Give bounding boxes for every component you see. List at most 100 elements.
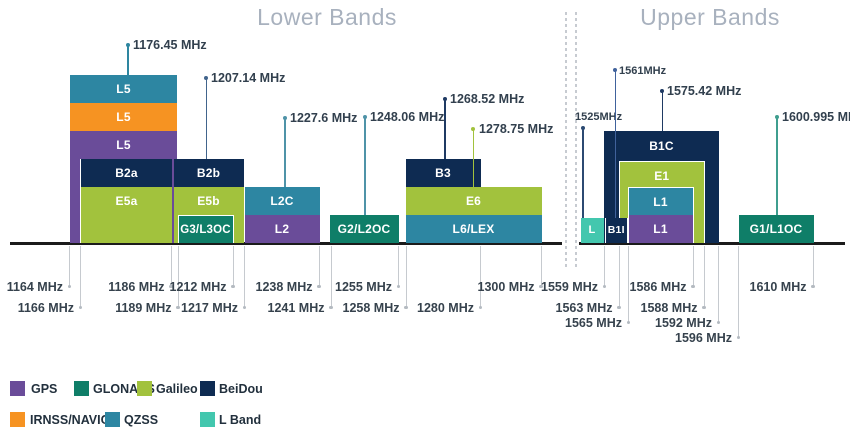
tick-leader-line [812, 246, 814, 286]
callout-line [661, 91, 663, 131]
tick-leader-line [692, 246, 694, 286]
tick-leader-line [398, 246, 399, 286]
tick-leader-line [244, 246, 245, 307]
tick-dot [404, 305, 408, 309]
tick-dot [78, 305, 82, 309]
tick-leader-line [177, 246, 179, 307]
callout-dot [125, 43, 130, 47]
tick-leader-line [738, 246, 739, 337]
band-e6: E6 [405, 186, 542, 215]
legend-swatch-lband [200, 411, 215, 427]
axis-frequency-label: 1559 MHz [541, 279, 598, 294]
tick-leader-line [540, 246, 542, 286]
callout-line [127, 45, 129, 75]
band-l1-qzss: L1 [627, 186, 694, 215]
legend-label-gps: GPS [31, 382, 58, 396]
band-label: B3 [435, 165, 451, 180]
axis-break-dashed-line [565, 12, 567, 270]
band-g1-l1oc: G1/L1OC [738, 214, 814, 243]
band-label: L1 [653, 221, 668, 236]
frequency-callout-label: 1176.45 MHz [133, 38, 207, 52]
band-l5-irnss: L5 [70, 102, 177, 131]
tick-leader-line [69, 246, 70, 286]
legend-swatch-glonass [74, 381, 89, 396]
legend-label-irnss: IRNSS/NAVIC [30, 412, 110, 427]
band-label: L1 [653, 194, 668, 209]
band-label: E1 [654, 168, 670, 183]
callout-dot [660, 89, 664, 93]
tick-leader-line [170, 246, 172, 286]
band-g2-l2oc: G2/L2OC [329, 214, 399, 243]
band-b2b: B2b [173, 158, 244, 187]
band-label: L [588, 224, 596, 236]
axis-frequency-label: 1238 MHz [255, 279, 313, 294]
callout-dot [471, 127, 475, 131]
tick-dot [242, 305, 246, 309]
axis-frequency-label: 1588 MHz [640, 300, 698, 315]
tick-leader-line [232, 246, 234, 286]
axis-frequency-label: 1563 MHz [555, 300, 613, 315]
callout-dot [613, 68, 617, 72]
axis-frequency-label: 1596 MHz [675, 330, 732, 345]
band-e5a: E5a [80, 186, 172, 243]
band-label: G1/L1OC [749, 221, 803, 236]
band-b3: B3 [405, 158, 481, 187]
axis-frequency-label: 1255 MHz [335, 279, 392, 294]
lower-bands-title: Lower Bands [257, 4, 397, 30]
callout-dot [442, 97, 447, 101]
callout-line [284, 118, 286, 187]
legend-label-lband: L Band [219, 412, 262, 427]
axis-frequency-label: 1258 MHz [342, 300, 400, 315]
callout-dot [204, 76, 208, 80]
band-l1-gps: L1 [627, 214, 694, 243]
axis-frequency-label: 1592 MHz [655, 315, 712, 330]
band-label: B1I [607, 224, 625, 236]
callout-line [444, 99, 446, 159]
tick-dot [317, 284, 321, 288]
tick-leader-line [628, 246, 629, 322]
legend-swatch-qzss [105, 411, 120, 427]
axis-frequency-label: 1280 MHz [417, 300, 474, 315]
band-label: L5 [116, 81, 131, 96]
callout-dot [362, 115, 367, 119]
band-label: L5 [116, 137, 131, 152]
frequency-axis-lower [10, 242, 562, 245]
tick-leader-line [718, 246, 719, 322]
frequency-callout-label: 1268.52 MHz [450, 92, 525, 106]
frequency-callout-label: 1600.995 MHz [782, 110, 850, 124]
axis-break-dashed-line [574, 12, 577, 270]
tick-dot [539, 284, 543, 288]
band-label: L2C [270, 193, 294, 208]
tick-dot [602, 284, 606, 288]
callout-dot [282, 116, 287, 120]
frequency-callout-label: 1227.6 MHz [290, 111, 358, 125]
band-label: L5 [116, 109, 131, 124]
band-label: E5b [197, 193, 220, 208]
legend-swatch-galileo [137, 381, 152, 396]
band-l2c: L2C [244, 186, 320, 215]
callout-line [364, 117, 366, 215]
tick-dot [716, 320, 720, 324]
tick-dot [736, 335, 740, 339]
tick-dot [169, 284, 173, 288]
axis-frequency-label: 1217 MHz [181, 300, 238, 315]
tick-dot [231, 284, 235, 288]
band-label: L6/LEX [452, 221, 495, 236]
legend-label-beidou: BeiDou [219, 382, 263, 396]
tick-leader-line [618, 246, 620, 307]
tick-leader-line [318, 246, 320, 286]
axis-frequency-label: 1164 MHz [6, 279, 63, 294]
tick-leader-line [703, 246, 705, 307]
band-label: L2 [274, 221, 290, 236]
band-g3-l3oc: G3/L3OC [177, 214, 234, 243]
axis-frequency-label: 1300 MHz [477, 279, 535, 294]
axis-frequency-label: 1186 MHz [108, 279, 165, 294]
frequency-callout-label: 1278.75 MHz [479, 122, 554, 136]
axis-frequency-label: 1166 MHz [17, 300, 74, 315]
band-label: E6 [465, 193, 482, 208]
band-l2: L2 [244, 214, 320, 243]
frequency-axis-upper [579, 242, 845, 245]
band-label: B1C [649, 138, 674, 153]
axis-frequency-label: 1212 MHz [169, 279, 227, 294]
tick-leader-line [330, 246, 332, 307]
